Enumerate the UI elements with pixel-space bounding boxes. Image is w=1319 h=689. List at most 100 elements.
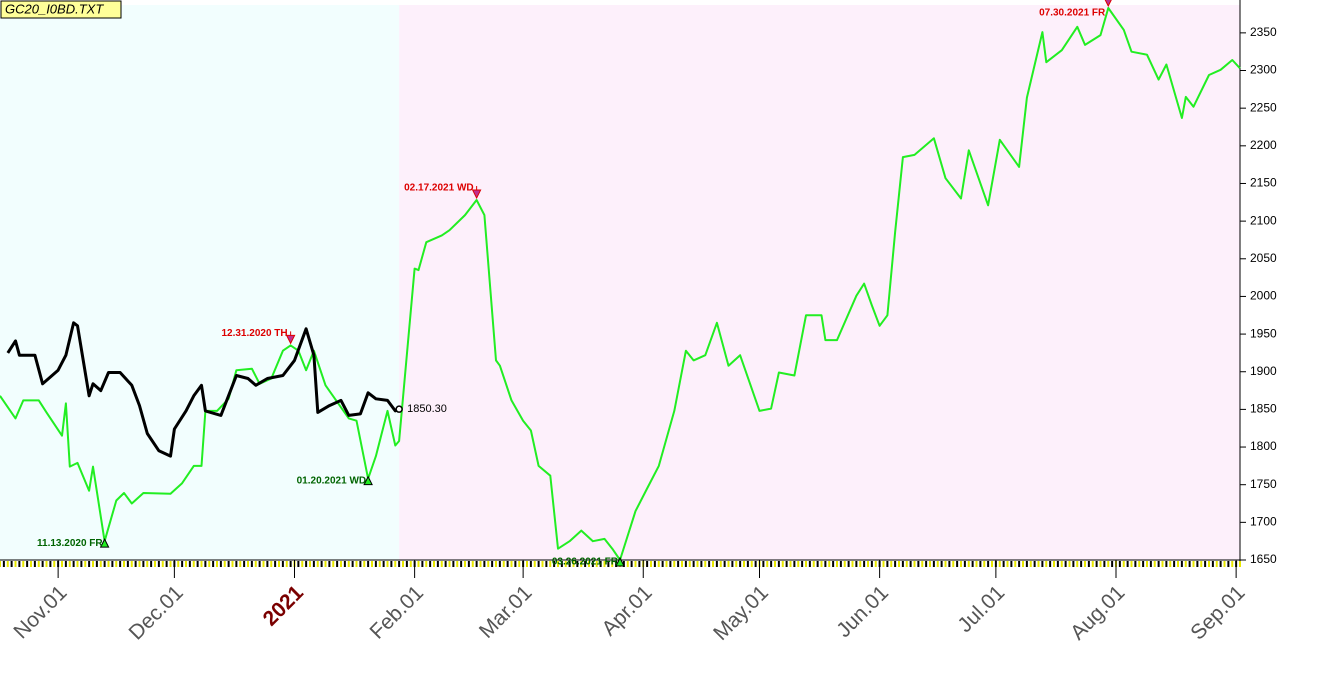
ruler-tick bbox=[793, 561, 796, 567]
high-marker bbox=[471, 189, 482, 200]
ruler-tick bbox=[1200, 561, 1203, 567]
ruler-tick bbox=[1196, 561, 1199, 567]
ruler-tick bbox=[510, 561, 513, 567]
ruler-tick bbox=[905, 561, 908, 567]
file-label-box bbox=[0, 0, 122, 19]
ruler-tick bbox=[30, 561, 32, 567]
y-tick-label: 1650 bbox=[1250, 552, 1277, 566]
ruler-tick bbox=[138, 561, 141, 567]
ruler-tick bbox=[491, 561, 494, 567]
ruler-tick bbox=[460, 561, 463, 567]
ruler-tick bbox=[940, 561, 943, 567]
ruler-tick bbox=[150, 561, 153, 567]
ruler-tick bbox=[588, 561, 590, 567]
ruler-tick bbox=[754, 561, 757, 567]
ruler-tick bbox=[646, 561, 649, 567]
ruler-tick bbox=[948, 561, 951, 567]
ruler-tick bbox=[1208, 561, 1210, 567]
ruler-tick bbox=[146, 561, 149, 567]
ruler-tick bbox=[1053, 561, 1055, 567]
ruler-tick bbox=[727, 561, 730, 567]
ruler-tick bbox=[1231, 561, 1234, 567]
annotation: 11.13.2020 FR bbox=[37, 538, 103, 549]
ruler-tick bbox=[351, 561, 354, 567]
ruler-tick bbox=[657, 561, 660, 567]
ruler-tick bbox=[33, 561, 36, 567]
ruler-tick bbox=[26, 561, 29, 567]
ruler-tick bbox=[157, 561, 160, 567]
ruler-tick bbox=[374, 561, 377, 567]
ruler-tick bbox=[1084, 561, 1086, 567]
ruler-tick bbox=[320, 561, 323, 567]
ruler-tick bbox=[808, 561, 811, 567]
ruler-tick bbox=[564, 561, 567, 567]
ruler-tick bbox=[1014, 561, 1017, 567]
ruler-tick bbox=[1095, 561, 1098, 567]
ruler-tick bbox=[545, 561, 548, 567]
ruler-tick bbox=[712, 561, 714, 567]
ruler-tick bbox=[952, 561, 955, 567]
ruler-tick bbox=[1006, 561, 1009, 567]
ruler-tick bbox=[812, 561, 815, 567]
ruler-tick bbox=[1239, 561, 1241, 567]
ruler-tick bbox=[514, 561, 517, 567]
ruler-tick bbox=[960, 561, 962, 567]
ruler-tick bbox=[394, 561, 397, 567]
ruler-tick bbox=[526, 561, 528, 567]
ruler-tick bbox=[1037, 561, 1040, 567]
ruler-tick bbox=[324, 561, 327, 567]
ruler-tick bbox=[223, 561, 226, 567]
y-tick-label: 2150 bbox=[1250, 176, 1277, 190]
ruler-tick bbox=[1103, 561, 1106, 567]
ruler-tick bbox=[870, 561, 873, 567]
ruler-tick bbox=[88, 561, 91, 567]
ruler-tick bbox=[1060, 561, 1063, 567]
ruler-tick bbox=[603, 561, 606, 567]
ruler-tick bbox=[436, 561, 439, 567]
ruler-tick bbox=[390, 561, 393, 567]
ruler-tick bbox=[1153, 561, 1156, 567]
x-tick-label: Feb.01 bbox=[366, 581, 429, 644]
ruler-tick bbox=[130, 561, 133, 567]
ruler-tick bbox=[336, 561, 339, 567]
y-tick-label: 1950 bbox=[1250, 326, 1277, 340]
ruler-tick bbox=[1022, 561, 1024, 567]
ruler-tick bbox=[355, 561, 358, 567]
ruler-tick bbox=[855, 561, 858, 567]
ruler-tick bbox=[913, 561, 916, 567]
ruler-tick bbox=[192, 561, 195, 567]
ruler-tick bbox=[188, 561, 191, 567]
ruler-tick bbox=[836, 561, 838, 567]
ruler-tick bbox=[1192, 561, 1195, 567]
ruler-tick bbox=[1180, 561, 1183, 567]
date-ruler bbox=[0, 561, 1241, 567]
high-marker bbox=[285, 334, 296, 345]
ruler-tick bbox=[332, 561, 335, 567]
ruler-tick bbox=[433, 561, 435, 567]
ruler-tick bbox=[1219, 561, 1222, 567]
ruler-tick bbox=[107, 561, 110, 567]
ruler-tick bbox=[886, 561, 889, 567]
ruler-tick bbox=[506, 561, 509, 567]
ruler-tick bbox=[615, 561, 618, 567]
ruler-tick bbox=[789, 561, 792, 567]
ruler-tick bbox=[991, 561, 993, 567]
ruler-tick bbox=[859, 561, 862, 567]
price-line bbox=[6, 321, 400, 458]
ruler-tick bbox=[421, 561, 424, 567]
ruler-tick bbox=[816, 561, 819, 567]
ruler-tick bbox=[576, 561, 579, 567]
ruler-tick bbox=[84, 561, 87, 567]
ruler-tick bbox=[92, 561, 94, 567]
ruler-tick bbox=[278, 561, 280, 567]
ruler-tick bbox=[708, 561, 711, 567]
ruler-tick bbox=[580, 561, 583, 567]
ruler-tick bbox=[1056, 561, 1059, 567]
ruler-tick bbox=[126, 561, 129, 567]
ruler-tick bbox=[243, 561, 246, 567]
ruler-tick bbox=[975, 561, 978, 567]
ruler-tick bbox=[715, 561, 718, 567]
ruler-tick bbox=[890, 561, 893, 567]
ruler-tick bbox=[309, 561, 311, 567]
ruler-tick bbox=[502, 561, 505, 567]
